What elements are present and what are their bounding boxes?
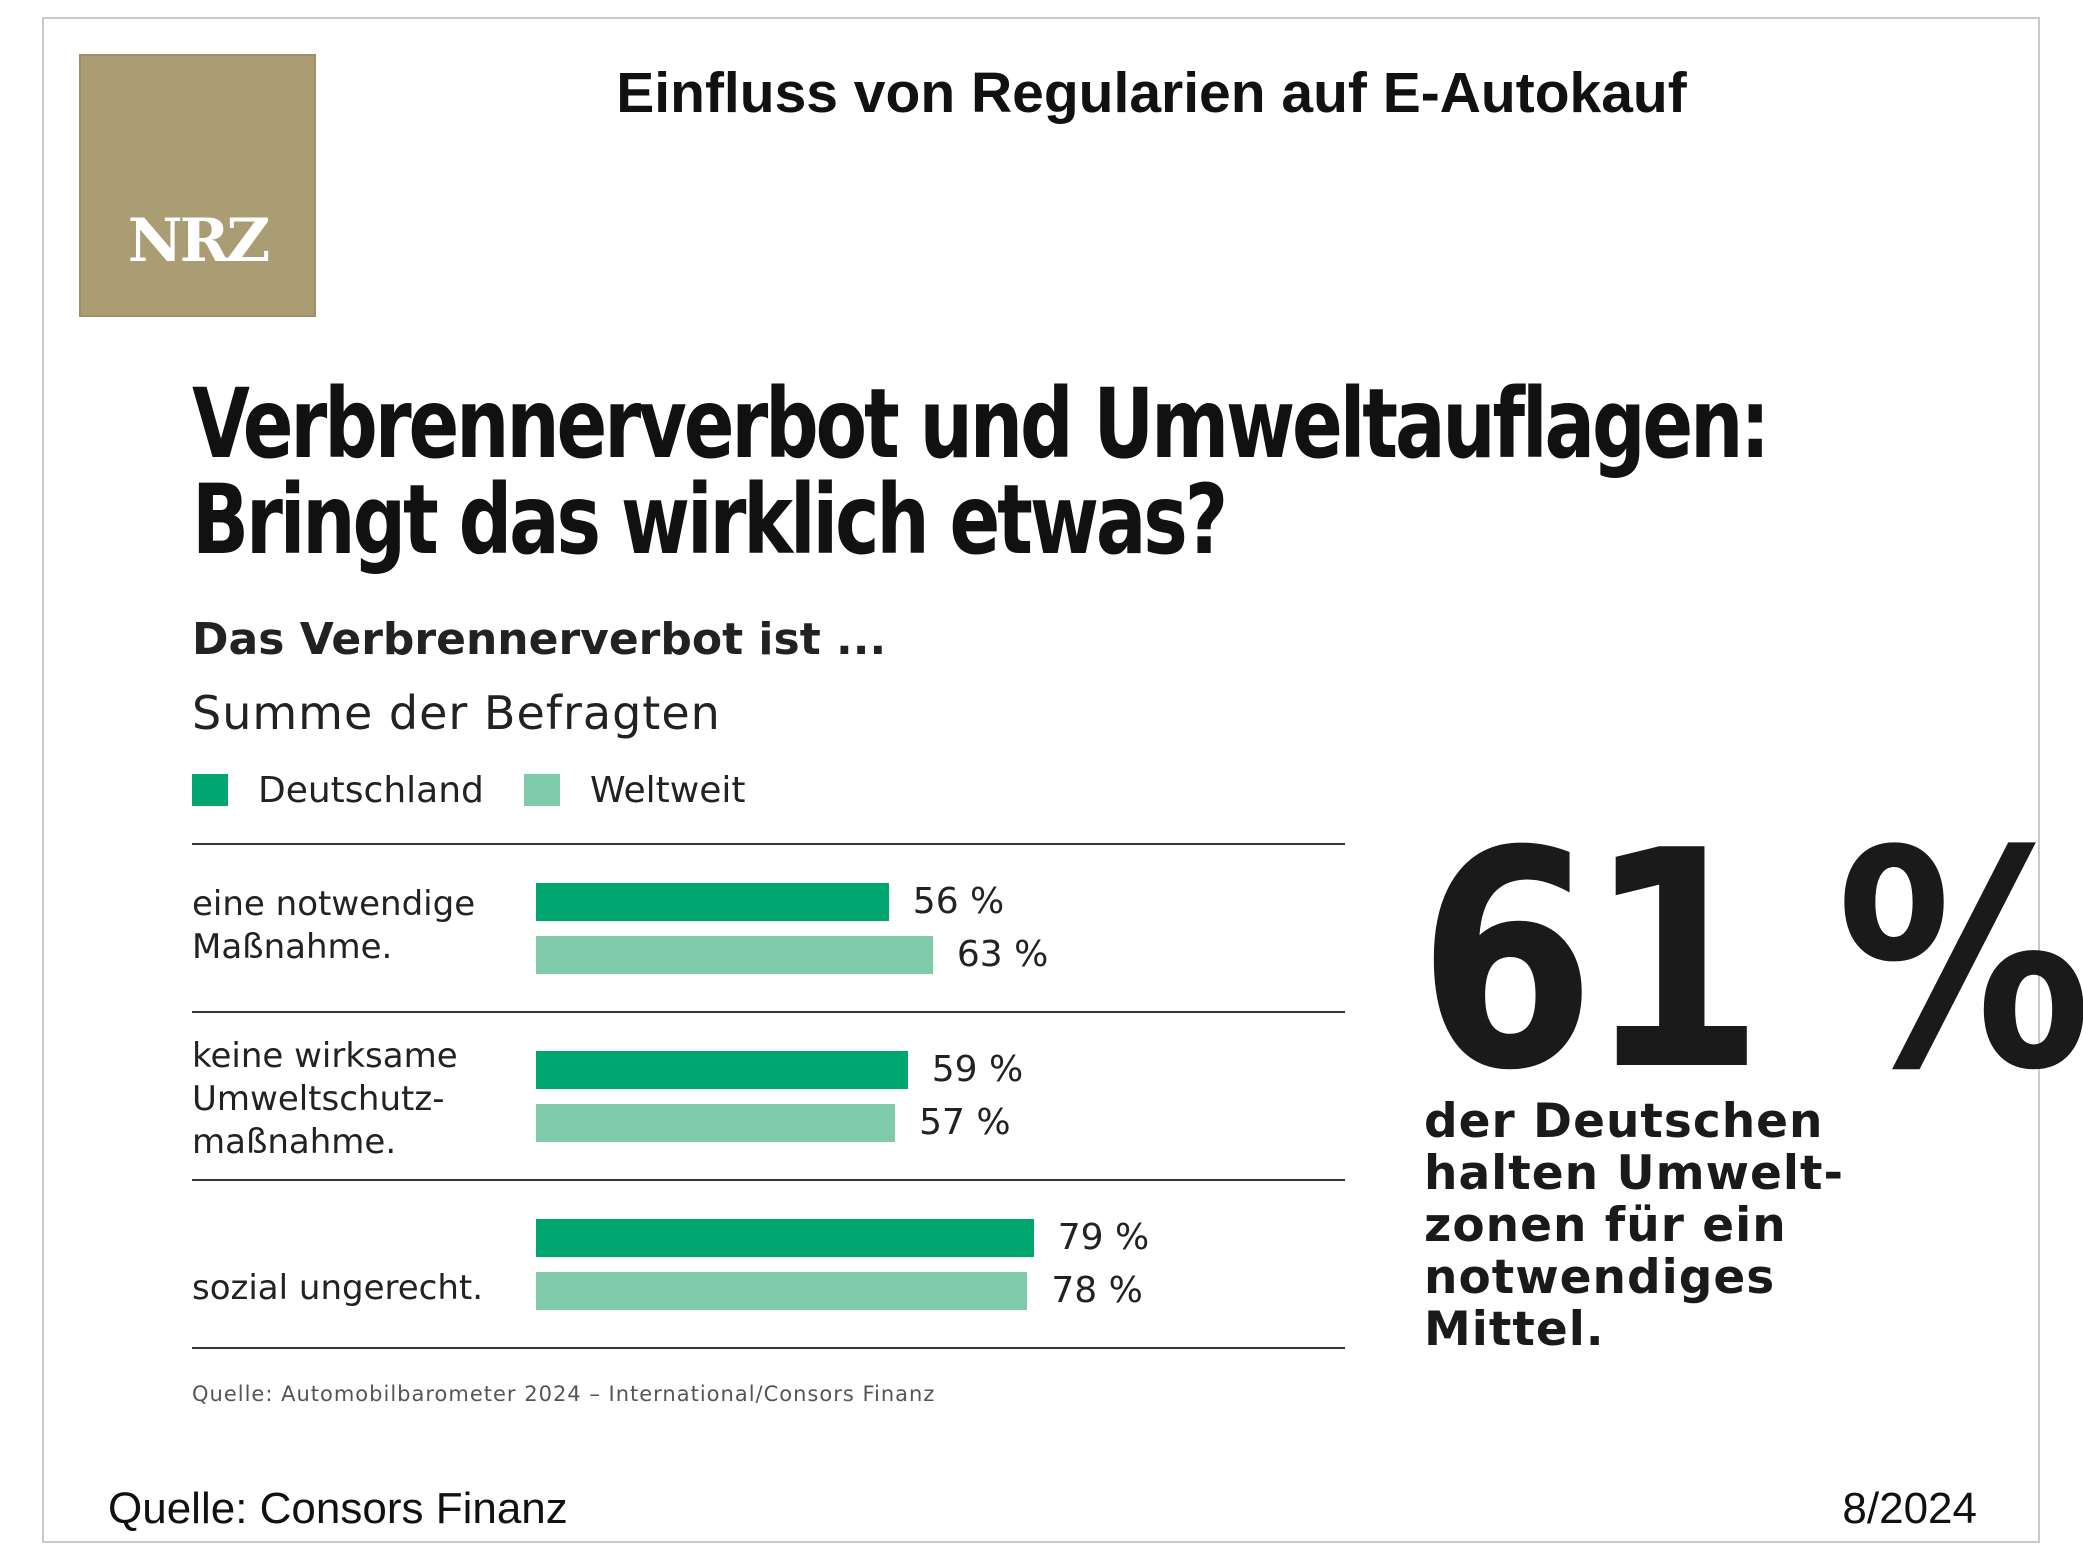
category-label: eine notwendige Maßnahme. [192,884,476,967]
bar-deutschland [536,1219,1034,1257]
legend-label-weltweit: Weltweit [590,770,746,811]
footer-source: Quelle: Consors Finanz [108,1484,568,1533]
bar-deutschland [536,1051,908,1089]
category-label: sozial ungerecht. [192,1268,484,1308]
rule-top [192,843,1345,845]
rule-separator [192,1011,1345,1013]
legend-swatch-weltweit [524,774,560,806]
page-title: Einfluss von Regularien auf E-Autokauf [616,61,1687,125]
headline: Verbrennerverbot und Umweltauflagen: Bri… [192,368,1770,576]
value-label: 59 % [931,1049,1024,1090]
chart-subtitle: Summe der Befragten [192,686,721,740]
nrz-logo: NRZ [79,54,316,317]
bar-weltweit [536,1104,896,1142]
callout-text: der Deutschen halten Umwelt- zonen für e… [1424,1094,1844,1357]
callout-number: 61 % [1418,787,2083,1136]
chart-title: Das Verbrennerverbot ist ... [192,614,887,665]
legend-label-deutschland: Deutschland [258,770,484,811]
headline-line-2: Bringt das wirklich etwas? [192,464,1228,576]
value-label: 56 % [912,881,1005,922]
rule-separator [192,1347,1345,1349]
page-frame [42,17,2040,1543]
footer-date: 8/2024 [1842,1484,1977,1533]
legend-swatch-deutschland [192,774,228,806]
value-label: 78 % [1051,1270,1143,1311]
chart-source: Quelle: Automobilbarometer 2024 – Intern… [192,1382,936,1406]
bar-weltweit [536,936,933,974]
bar-weltweit [536,1272,1028,1310]
value-label: 79 % [1057,1217,1150,1258]
category-label: keine wirksame Umweltschutz- maßnahme. [192,1036,458,1162]
value-label: 63 % [956,934,1049,975]
headline-line-1: Verbrennerverbot und Umweltauflagen: [192,368,1770,480]
bar-deutschland [536,883,889,921]
logo-text: NRZ [127,206,271,276]
rule-separator [192,1179,1345,1181]
value-label: 57 % [919,1102,1011,1143]
